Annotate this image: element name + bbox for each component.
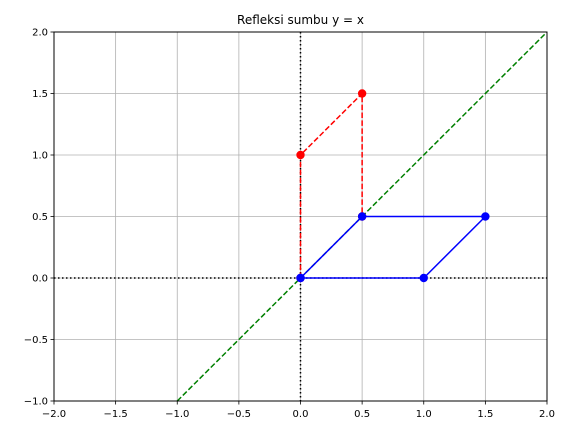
reference-lines [54, 32, 547, 401]
y-tick-label-0: −1.0 [24, 397, 48, 408]
x-tick-label-2: −1.0 [165, 409, 189, 420]
data-point-0-3 [357, 212, 367, 221]
x-tick-label-1: −1.5 [103, 409, 127, 420]
chart-title: Refleksi sumbu y = x [237, 13, 364, 27]
x-tick-label-5: 0.5 [354, 409, 370, 420]
series-line-0 [299, 215, 488, 279]
data-point-1-1 [296, 150, 305, 160]
x-tick-label-0: −2.0 [42, 409, 66, 420]
x-tick-label-8: 2.0 [539, 409, 555, 420]
x-tick-label-6: 1.0 [416, 409, 432, 420]
data-point-0-4 [296, 273, 305, 283]
x-tick-label-4: 0.0 [293, 409, 309, 420]
y-tick-label-1: −0.5 [24, 335, 48, 346]
ticks: −2.0 −1.5 −1.0 −0.5 0.0 0.5 1.0 1.5 2.0 −1.0 −0.5 0… [24, 28, 555, 420]
y-tick-label-5: 1.5 [32, 89, 48, 100]
y-tick-label-6: 2.0 [32, 28, 48, 39]
y-tick-label-2: 0.0 [32, 274, 48, 285]
y-tick-label-4: 1.0 [32, 151, 48, 162]
data-point-1-2 [357, 89, 367, 98]
data-point-0-1 [419, 273, 428, 283]
data-point-0-2 [481, 212, 490, 221]
y-tick-label-3: 0.5 [32, 212, 48, 223]
x-tick-label-7: 1.5 [477, 409, 493, 420]
x-tick-label-3: −0.5 [227, 409, 251, 420]
series-line-1 [299, 91, 363, 278]
series [176, 32, 547, 401]
